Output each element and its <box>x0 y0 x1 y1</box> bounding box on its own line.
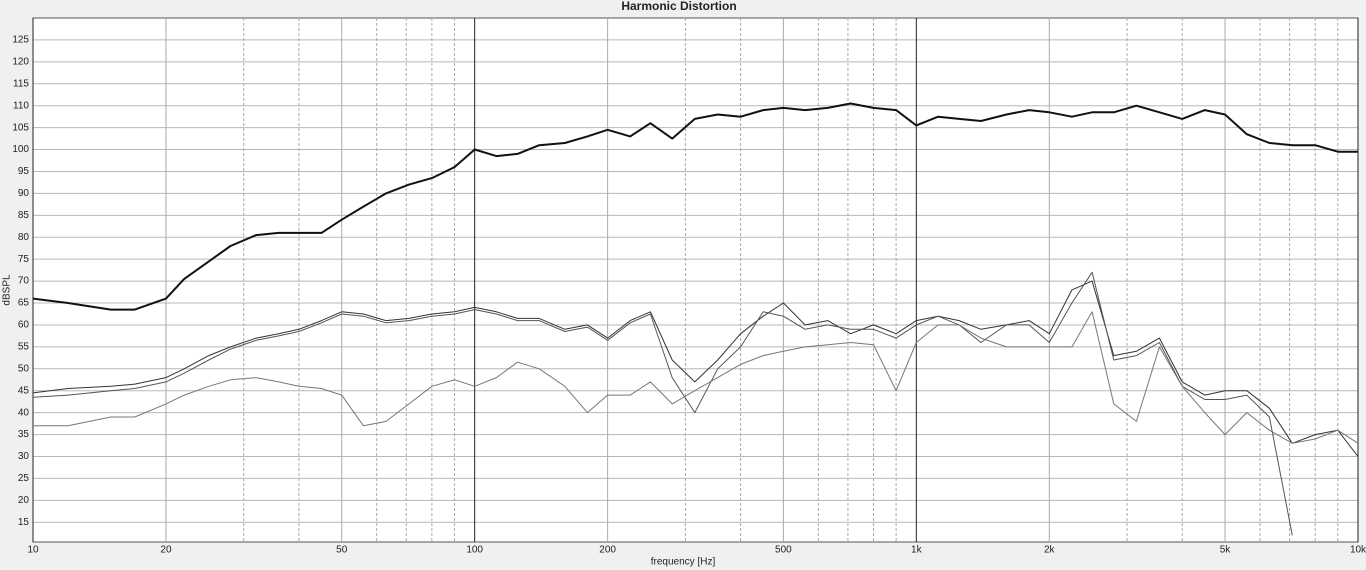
y-tick-label: 30 <box>18 451 30 462</box>
x-tick-label: 50 <box>336 545 348 556</box>
y-tick-label: 90 <box>18 188 30 199</box>
y-tick-label: 70 <box>18 276 30 287</box>
y-axis-label: dBSPL <box>2 274 13 306</box>
y-tick-label: 85 <box>18 210 30 221</box>
y-tick-label: 45 <box>18 385 30 396</box>
x-tick-label: 2k <box>1044 545 1056 556</box>
y-tick-label: 100 <box>12 144 29 155</box>
plot-area <box>32 17 1359 543</box>
y-tick-label: 60 <box>18 320 30 331</box>
y-tick-label: 125 <box>12 35 29 46</box>
series-line <box>32 271 1293 536</box>
y-tick-label: 65 <box>18 298 30 309</box>
chart-title: Harmonic Distortion <box>621 0 736 13</box>
x-tick-label: 500 <box>775 545 792 556</box>
series-line <box>33 311 1359 444</box>
y-tick-label: 115 <box>13 78 29 89</box>
y-tick-label: 15 <box>18 517 30 528</box>
x-tick-label: 10k <box>1350 545 1366 556</box>
series-line <box>32 280 1359 457</box>
y-tick-label: 120 <box>12 56 29 67</box>
x-tick-label: 100 <box>466 545 483 556</box>
series-line <box>32 102 1358 311</box>
y-tick-label: 80 <box>18 232 30 243</box>
x-tick-label: 20 <box>160 545 172 556</box>
y-tick-label: 95 <box>18 166 30 177</box>
y-tick-label: 40 <box>18 407 30 418</box>
x-tick-label: 200 <box>599 545 616 556</box>
y-tick-label: 105 <box>12 122 29 133</box>
y-tick-label: 55 <box>18 342 30 353</box>
x-tick-label: 1k <box>911 545 923 556</box>
y-tick-label: 110 <box>13 100 29 111</box>
y-tick-label: 35 <box>18 429 30 440</box>
x-axis-label: frequency [Hz] <box>651 557 716 568</box>
x-tick-label: 10 <box>27 545 39 556</box>
y-tick-label: 20 <box>18 495 30 506</box>
y-tick-label: 25 <box>18 473 30 484</box>
y-tick-label: 50 <box>18 363 30 374</box>
x-tick-label: 5k <box>1220 545 1232 556</box>
y-tick-label: 75 <box>18 254 30 265</box>
